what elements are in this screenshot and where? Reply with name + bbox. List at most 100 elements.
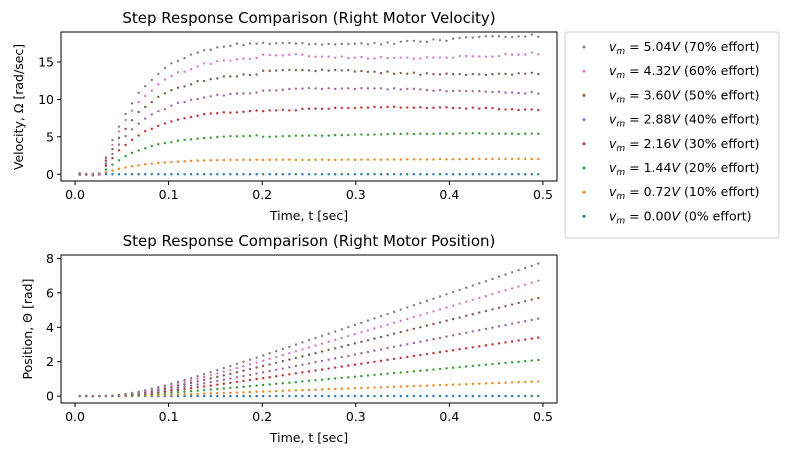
data-point xyxy=(386,312,389,316)
legend-entry: vm = 1.44V (20% effort) xyxy=(582,160,760,178)
data-point xyxy=(406,87,409,91)
data-point xyxy=(392,132,396,135)
data-point xyxy=(530,173,533,176)
legend-label: vm = 3.60V (50% effort) xyxy=(609,87,760,105)
data-point xyxy=(530,281,533,284)
data-point xyxy=(242,391,245,394)
data-point xyxy=(432,106,435,109)
data-point xyxy=(497,394,501,398)
data-point xyxy=(235,366,239,370)
data-point xyxy=(202,385,206,388)
data-point xyxy=(189,53,193,56)
data-point xyxy=(478,107,481,110)
data-point xyxy=(504,132,507,135)
data-point xyxy=(334,387,337,391)
data-point xyxy=(399,106,402,109)
data-point xyxy=(222,45,226,48)
data-point xyxy=(392,345,396,349)
data-point xyxy=(353,42,357,45)
data-point xyxy=(242,360,245,364)
data-point xyxy=(537,35,540,38)
data-point xyxy=(510,35,514,39)
data-point xyxy=(157,83,160,86)
data-point xyxy=(288,389,291,392)
data-point xyxy=(406,329,409,332)
x-tick-label: 0.2 xyxy=(252,187,272,202)
data-point xyxy=(523,72,527,76)
data-point xyxy=(419,301,422,305)
data-point xyxy=(137,110,140,114)
data-point xyxy=(111,138,114,142)
y-tick-label: 10 xyxy=(38,92,54,107)
data-point xyxy=(379,394,383,398)
data-point xyxy=(471,313,474,316)
data-point xyxy=(235,394,239,398)
data-point xyxy=(288,87,291,91)
data-point xyxy=(340,55,343,58)
data-point xyxy=(425,324,429,327)
data-point xyxy=(261,376,265,380)
data-point xyxy=(150,78,153,82)
data-point xyxy=(465,300,468,303)
data-point xyxy=(144,173,147,176)
data-point xyxy=(320,359,324,363)
data-point xyxy=(288,345,291,348)
data-point xyxy=(242,394,245,398)
data-point xyxy=(406,132,409,135)
data-point xyxy=(255,73,258,76)
data-point xyxy=(202,392,206,395)
data-point xyxy=(510,322,514,325)
data-point xyxy=(353,106,357,110)
data-point xyxy=(261,390,265,393)
data-point xyxy=(471,106,474,109)
data-point xyxy=(406,394,409,398)
data-point xyxy=(458,365,461,369)
data-point xyxy=(222,135,226,138)
data-point xyxy=(104,162,108,165)
data-point xyxy=(425,368,429,372)
data-point xyxy=(163,122,167,125)
data-point xyxy=(222,391,226,395)
data-point xyxy=(261,53,265,56)
data-point xyxy=(196,79,199,83)
data-point xyxy=(124,392,127,396)
data-point xyxy=(150,89,153,92)
data-point xyxy=(157,95,160,99)
data-point xyxy=(412,354,416,358)
x-tick-label: 0.1 xyxy=(159,187,179,202)
data-point xyxy=(510,287,514,290)
data-point xyxy=(196,114,199,117)
data-point xyxy=(229,44,232,48)
data-point xyxy=(242,158,245,161)
data-point xyxy=(406,158,409,161)
data-point xyxy=(438,73,442,76)
data-point xyxy=(353,133,357,136)
data-point xyxy=(176,382,180,386)
data-point xyxy=(412,57,416,60)
data-point xyxy=(255,390,258,394)
data-point xyxy=(360,362,363,365)
data-point xyxy=(392,72,396,76)
data-point xyxy=(451,72,455,76)
data-point xyxy=(209,62,212,66)
y-tick-label: 4 xyxy=(46,320,54,335)
data-point xyxy=(484,73,488,77)
data-point xyxy=(196,173,199,176)
data-point xyxy=(301,348,304,351)
data-point xyxy=(255,384,258,387)
data-point xyxy=(366,329,370,332)
data-point xyxy=(451,56,455,59)
data-point xyxy=(334,366,337,369)
data-point xyxy=(445,90,448,93)
legend: vm = 5.04V (70% effort) vm = 4.32V (60% e… xyxy=(564,31,780,239)
data-point xyxy=(406,173,409,176)
data-point xyxy=(419,313,422,317)
data-point xyxy=(353,173,357,176)
data-point xyxy=(229,59,232,62)
data-point xyxy=(517,321,520,324)
data-point xyxy=(163,141,167,145)
data-point xyxy=(379,133,383,136)
data-point xyxy=(491,55,494,58)
data-point xyxy=(189,379,193,382)
data-point xyxy=(268,357,271,361)
